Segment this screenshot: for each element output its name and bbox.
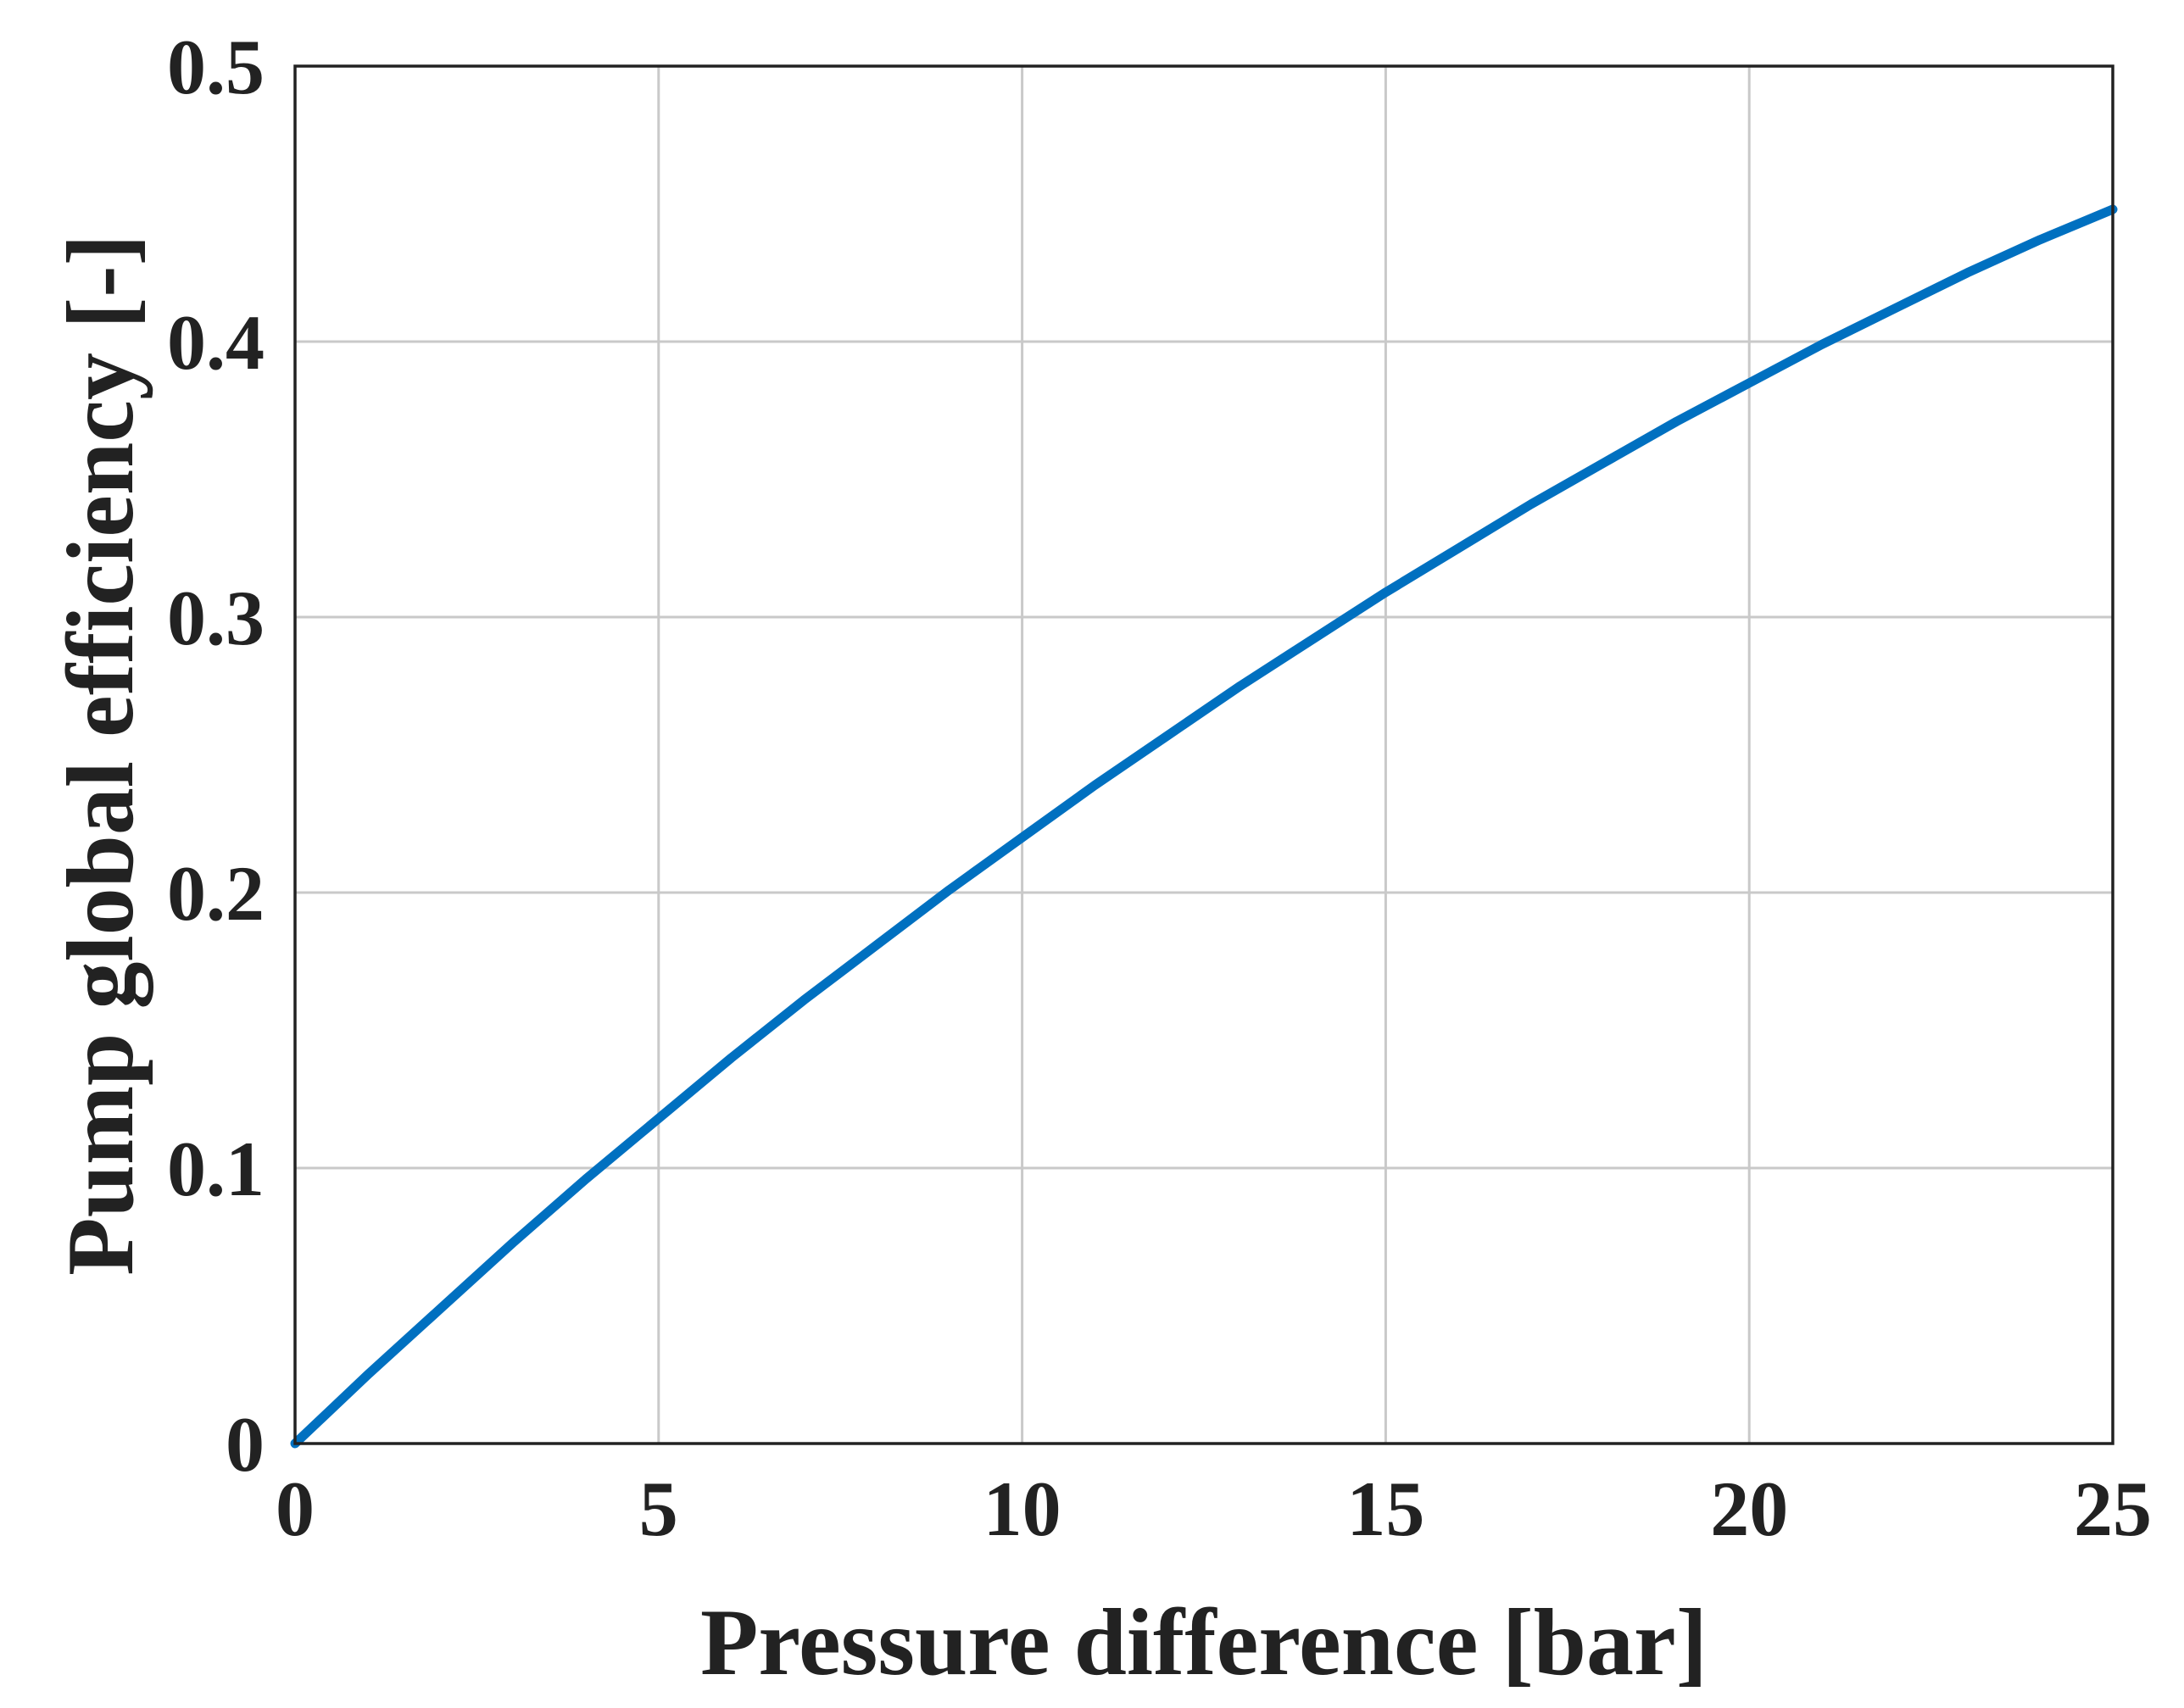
x-tick-label: 20 bbox=[1710, 1466, 1788, 1552]
plot-frame bbox=[295, 66, 2113, 1444]
grid-lines bbox=[295, 66, 2113, 1444]
x-tick-label: 15 bbox=[1346, 1466, 1424, 1552]
y-axis-ticks: 0 0.1 0.2 0.3 0.4 0.5 bbox=[167, 24, 265, 1488]
x-tick-label: 5 bbox=[639, 1466, 678, 1552]
y-axis-title: Pump global efficiency [-] bbox=[48, 234, 153, 1276]
y-tick-label: 0 bbox=[226, 1401, 265, 1488]
efficiency-curve bbox=[295, 209, 2113, 1444]
y-tick-label: 0.1 bbox=[167, 1126, 265, 1212]
x-axis-ticks: 0 5 10 15 20 25 bbox=[276, 1466, 2152, 1552]
x-tick-label: 25 bbox=[2074, 1466, 2152, 1552]
y-tick-label: 0.4 bbox=[167, 299, 265, 386]
y-tick-label: 0.3 bbox=[167, 575, 265, 661]
x-tick-label: 0 bbox=[276, 1466, 315, 1552]
x-tick-label: 10 bbox=[983, 1466, 1061, 1552]
y-tick-label: 0.2 bbox=[167, 850, 265, 937]
y-tick-label: 0.5 bbox=[167, 24, 265, 110]
series-group bbox=[295, 209, 2113, 1444]
x-axis-title: Pressure difference [bar] bbox=[700, 1590, 1708, 1695]
